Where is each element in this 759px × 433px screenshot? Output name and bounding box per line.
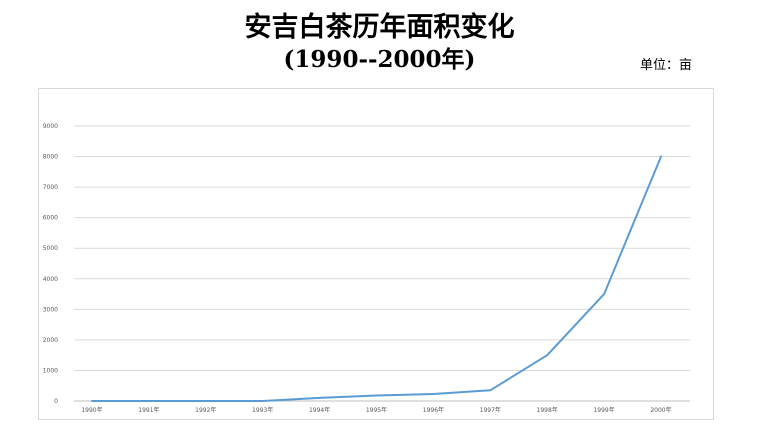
x-tick-label: 1991年 — [138, 406, 159, 414]
chart-area-frame — [38, 88, 714, 420]
y-tick-label: 9000 — [43, 123, 58, 130]
series-layer — [91, 155, 662, 402]
chart-title: 安吉白茶历年面积变化 — [244, 12, 515, 43]
x-tick-label: 1996年 — [423, 406, 444, 414]
x-tick-label: 1998年 — [537, 406, 558, 414]
line-chart: 0 1000 2000 3000 4000 5000 6000 7000 8000 9000 19… — [43, 123, 690, 414]
x-tick-label: 1990年 — [81, 406, 102, 414]
y-tick-label: 3000 — [43, 306, 58, 313]
y-tick-label: 8000 — [43, 154, 58, 161]
x-tick-label: 1993年 — [252, 406, 273, 414]
x-tick-label: 1999年 — [593, 406, 614, 414]
y-tick-label: 0 — [54, 398, 58, 405]
y-tick-label: 7000 — [43, 184, 58, 191]
gridlines — [74, 125, 690, 371]
chart-subtitle: (1990--2000年) — [283, 46, 476, 73]
x-axis-tick-labels: 1990年 1991年 1992年 1993年 1994年 1995年 1996年 1997年… — [81, 406, 671, 414]
y-tick-label: 2000 — [43, 337, 58, 344]
y-tick-label: 4000 — [43, 276, 58, 283]
x-tick-label: 1994年 — [309, 406, 330, 414]
y-tick-label: 5000 — [43, 245, 58, 252]
x-tick-label: 1997年 — [480, 406, 501, 414]
x-tick-label: 1992年 — [195, 406, 216, 414]
y-axis-tick-labels: 0 1000 2000 3000 4000 5000 6000 7000 8000 9000 — [43, 123, 58, 405]
unit-label: 单位：亩 — [640, 58, 693, 73]
x-tick-label: 2000年 — [650, 406, 671, 414]
y-tick-label: 6000 — [43, 215, 58, 222]
y-tick-label: 1000 — [43, 367, 58, 374]
x-tick-label: 1995年 — [366, 406, 387, 414]
